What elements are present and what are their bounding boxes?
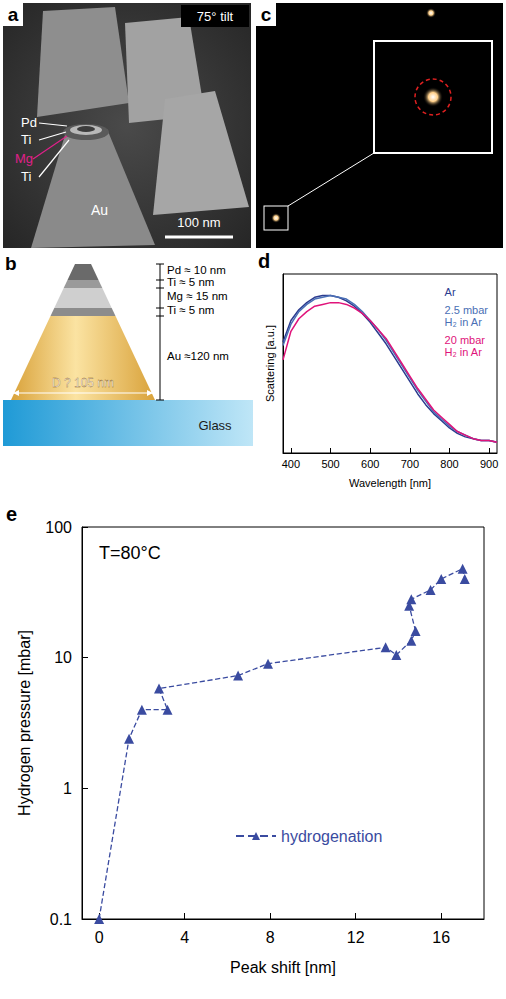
svg-text:b: b <box>5 253 17 274</box>
svg-text:H₂ in Ar: H₂ in Ar <box>445 316 483 328</box>
svg-text:c: c <box>261 4 272 25</box>
svg-text:100 nm: 100 nm <box>177 215 220 230</box>
svg-text:20 mbar: 20 mbar <box>445 334 486 346</box>
svg-text:4: 4 <box>180 929 189 946</box>
svg-text:H₂ in Ar: H₂ in Ar <box>445 346 483 358</box>
svg-text:Hydrogen pressure [mbar]: Hydrogen pressure [mbar] <box>16 630 33 816</box>
svg-text:Ti ≈ 5 nm: Ti ≈ 5 nm <box>167 276 214 288</box>
svg-text:Peak shift [nm]: Peak shift [nm] <box>230 959 336 976</box>
svg-text:Scattering [a.u.]: Scattering [a.u.] <box>264 325 276 402</box>
svg-text:Wavelength [nm]: Wavelength [nm] <box>349 477 431 489</box>
svg-text:8: 8 <box>266 929 275 946</box>
svg-text:100: 100 <box>45 519 72 536</box>
svg-text:D ? 105 nm: D ? 105 nm <box>52 376 114 390</box>
svg-text:600: 600 <box>361 458 379 470</box>
svg-text:a: a <box>8 4 19 25</box>
svg-text:T=80°C: T=80°C <box>99 543 161 563</box>
html-text:e: e <box>6 503 18 525</box>
svg-text:16: 16 <box>432 929 450 946</box>
svg-text:Au ≈120 nm: Au ≈120 nm <box>167 350 229 362</box>
svg-text:700: 700 <box>401 458 419 470</box>
svg-text:Mg: Mg <box>15 151 33 166</box>
svg-text:800: 800 <box>440 458 458 470</box>
svg-text:900: 900 <box>480 458 498 470</box>
svg-text:Ti: Ti <box>21 132 31 147</box>
svg-text:1: 1 <box>63 780 72 797</box>
svg-text:500: 500 <box>321 458 339 470</box>
svg-text:0.1: 0.1 <box>50 911 72 928</box>
svg-text:Glass: Glass <box>198 418 232 433</box>
svg-text:Ti: Ti <box>21 169 31 184</box>
svg-text:12: 12 <box>347 929 365 946</box>
svg-text:hydrogenation: hydrogenation <box>281 828 382 845</box>
svg-text:2.5 mbar: 2.5 mbar <box>445 304 489 316</box>
svg-text:Pd ≈ 10 nm: Pd ≈ 10 nm <box>167 264 226 276</box>
svg-text:75° tilt: 75° tilt <box>197 9 234 24</box>
html-text:d: d <box>258 250 271 272</box>
svg-text:Mg ≈ 15 nm: Mg ≈ 15 nm <box>167 290 228 302</box>
svg-text:Ti ≈ 5 nm: Ti ≈ 5 nm <box>167 304 214 316</box>
svg-text:10: 10 <box>54 649 72 666</box>
svg-text:Ar: Ar <box>445 286 456 298</box>
svg-text:Pd: Pd <box>21 115 37 130</box>
svg-text:Au: Au <box>91 202 108 218</box>
svg-text:0: 0 <box>95 929 104 946</box>
svg-text:400: 400 <box>282 458 300 470</box>
